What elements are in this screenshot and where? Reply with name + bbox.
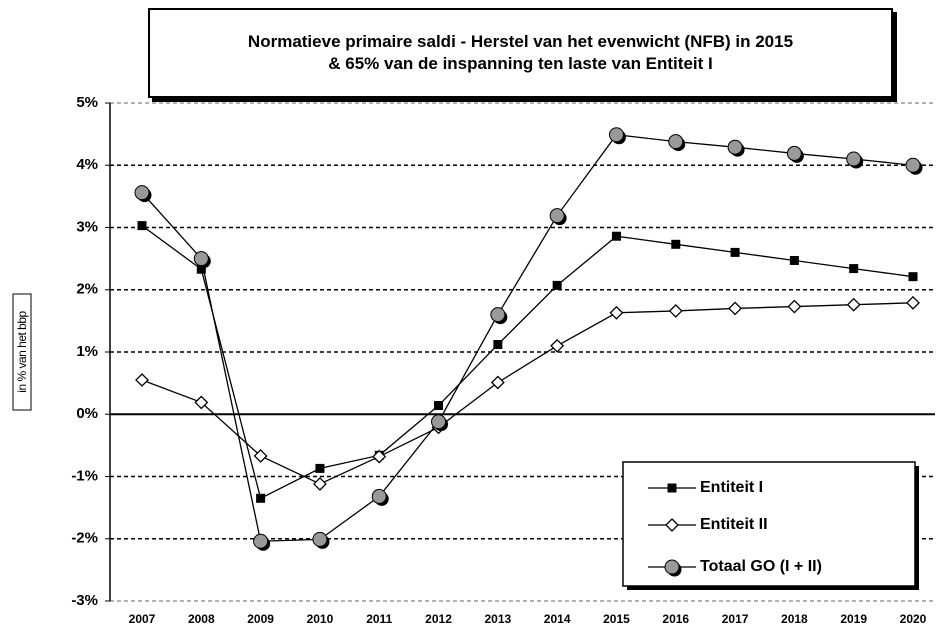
x-tick-label: 2020	[900, 612, 927, 626]
marker-diamond	[490, 375, 505, 390]
legend-label: Totaal GO (I + II)	[700, 558, 822, 575]
legend-label: Entiteit II	[700, 516, 768, 533]
marker-face	[253, 533, 269, 549]
marker-diamond	[372, 449, 387, 464]
marker-face	[371, 488, 387, 504]
marker-circle	[253, 533, 271, 551]
marker-square	[730, 247, 740, 257]
x-tick-label: 2011	[366, 612, 392, 626]
marker-face	[664, 559, 680, 575]
y-label-box	[12, 293, 32, 411]
marker-face	[490, 307, 506, 323]
marker-square	[493, 340, 503, 350]
marker-square	[434, 401, 444, 411]
marker-circle	[549, 208, 567, 226]
marker-diamond	[787, 299, 802, 314]
marker-face	[549, 208, 565, 224]
marker-circle	[490, 307, 508, 325]
marker-diamond	[728, 301, 742, 316]
y-tick-label: -2%	[71, 530, 98, 547]
y-tick-label: 2%	[76, 281, 98, 298]
x-tick-label: 2008	[188, 612, 215, 626]
title-line: & 65% van de inspanning ten laste van En…	[328, 54, 713, 73]
y-label-text: in % van het bbp	[15, 310, 29, 392]
marker-circle	[134, 185, 152, 203]
x-tick-label: 2007	[129, 612, 156, 626]
x-tick-label: 2012	[425, 612, 452, 626]
marker-diamond	[550, 338, 565, 353]
marker-face	[608, 127, 624, 143]
marker-square	[671, 239, 681, 249]
marker-circle	[312, 531, 330, 549]
marker-square	[552, 280, 562, 290]
marker-diamond	[135, 373, 149, 387]
marker-square	[256, 493, 266, 503]
series-line	[141, 302, 914, 485]
chart-title: Normatieve primaire saldi - Herstel van …	[148, 8, 893, 98]
x-tick-label: 2016	[662, 612, 689, 626]
marker-circle	[846, 151, 864, 169]
x-tick-label: 2019	[840, 612, 867, 626]
y-tick-label: -3%	[71, 592, 98, 609]
marker-square	[849, 264, 859, 274]
x-tick-label: 2018	[781, 612, 808, 626]
marker-circle	[905, 157, 923, 175]
x-tick-label: 2014	[544, 612, 571, 626]
marker-circle	[193, 251, 211, 269]
marker-diamond	[194, 395, 209, 410]
marker-face	[431, 414, 447, 430]
marker-circle	[371, 488, 389, 506]
y-tick-label: 1%	[76, 343, 98, 360]
marker-diamond	[313, 477, 327, 491]
marker-circle	[608, 127, 626, 145]
marker-face	[312, 531, 328, 547]
x-tick-label: 2015	[603, 612, 630, 626]
marker-square	[908, 272, 918, 282]
marker-diamond	[253, 449, 268, 463]
y-tick-label: 5%	[76, 94, 98, 111]
x-tick-label: 2010	[307, 612, 334, 626]
marker-square	[137, 221, 147, 231]
marker-face	[727, 139, 743, 155]
y-tick-label: 0%	[76, 405, 98, 422]
series-line	[141, 134, 914, 542]
marker-face	[846, 151, 862, 167]
marker-square	[667, 483, 677, 493]
marker-circle	[664, 559, 682, 577]
marker-face	[668, 134, 684, 150]
marker-diamond	[668, 303, 683, 318]
marker-face	[193, 251, 209, 267]
marker-diamond	[906, 295, 920, 310]
x-tick-label: 2017	[722, 612, 749, 626]
y-tick-label: -1%	[71, 467, 98, 484]
marker-face	[905, 157, 921, 173]
marker-circle	[786, 145, 804, 163]
marker-square	[196, 264, 206, 274]
series-line	[141, 225, 914, 500]
marker-face	[786, 145, 802, 161]
x-tick-label: 2009	[247, 612, 274, 626]
legend-label: Entiteit I	[700, 479, 763, 496]
marker-circle	[431, 414, 449, 432]
marker-face	[134, 185, 150, 201]
y-tick-label: 3%	[76, 218, 98, 235]
marker-square	[611, 231, 621, 241]
y-tick-label: 4%	[76, 156, 98, 173]
title-line: Normatieve primaire saldi - Herstel van …	[247, 32, 794, 51]
marker-circle	[727, 139, 745, 157]
marker-square	[315, 463, 325, 473]
marker-diamond	[846, 297, 861, 312]
marker-circle	[668, 134, 686, 152]
marker-square	[789, 255, 799, 265]
marker-diamond	[609, 305, 624, 320]
y-axis-label: in % van het bbp	[12, 293, 32, 411]
marker-diamond	[665, 518, 679, 532]
x-tick-label: 2013	[484, 612, 511, 626]
